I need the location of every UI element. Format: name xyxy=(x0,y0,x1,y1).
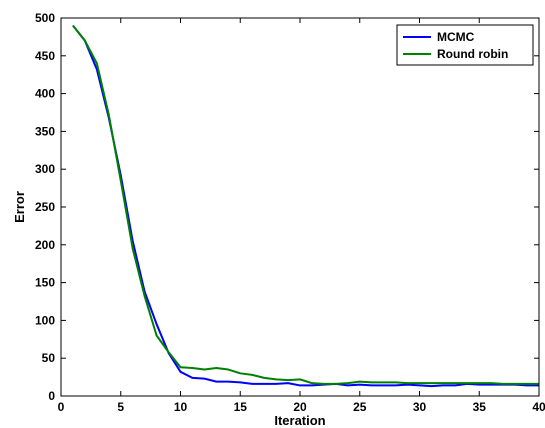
y-tick-label: 250 xyxy=(35,200,55,214)
plot-area xyxy=(61,18,539,396)
tick-labels: 0 5 10 15 20 25 30 35 40050100150200250300350400… xyxy=(35,11,545,414)
plot-background xyxy=(61,18,539,396)
x-tick-label: 30 xyxy=(413,400,427,414)
series-line-mcmc xyxy=(72,24,539,388)
axes xyxy=(60,17,540,397)
x-tick-label: 40 xyxy=(532,400,545,414)
x-tick-label: 15 xyxy=(234,400,248,414)
y-axis-label: Error xyxy=(12,191,27,223)
y-tick-label: 0 xyxy=(48,389,55,403)
legend-box xyxy=(396,24,534,66)
y-tick-label: 450 xyxy=(35,49,55,63)
y-tick-label: 500 xyxy=(35,11,55,25)
y-tick-label: 300 xyxy=(35,162,55,176)
x-tick-label: 5 xyxy=(117,400,124,414)
y-tick-label: 400 xyxy=(35,87,55,101)
y-tick-label: 150 xyxy=(35,276,55,290)
legend-label-mcmc: MCMC xyxy=(437,30,475,44)
x-tick-label: 20 xyxy=(293,400,307,414)
legend: MCMC Round robin xyxy=(396,24,534,66)
legend-label-round-robin: Round robin xyxy=(437,47,508,61)
series-lines xyxy=(72,24,539,388)
x-tick-label: 35 xyxy=(473,400,487,414)
x-tick-label: 25 xyxy=(353,400,367,414)
y-tick-label: 100 xyxy=(35,313,55,327)
y-tick-label: 350 xyxy=(35,124,55,138)
y-tick-label: 200 xyxy=(35,238,55,252)
y-tick-label: 50 xyxy=(42,351,56,365)
series-line-round-robin xyxy=(72,24,539,385)
x-tick-label: 10 xyxy=(174,400,188,414)
x-axis-label: Iteration xyxy=(274,413,325,428)
x-tick-label: 0 xyxy=(58,400,65,414)
